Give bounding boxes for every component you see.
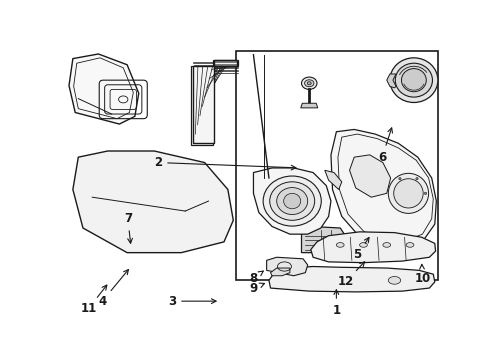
Text: 8: 8 — [249, 271, 263, 284]
Text: 11: 11 — [80, 285, 107, 315]
Ellipse shape — [394, 179, 423, 208]
Polygon shape — [267, 257, 308, 276]
Text: 10: 10 — [414, 264, 431, 284]
Polygon shape — [269, 266, 435, 292]
Polygon shape — [331, 130, 437, 247]
Text: 3: 3 — [168, 294, 216, 308]
Polygon shape — [253, 168, 331, 234]
Text: 2: 2 — [154, 156, 296, 170]
Ellipse shape — [270, 182, 315, 220]
Polygon shape — [69, 54, 139, 124]
Text: 1: 1 — [332, 290, 341, 317]
Ellipse shape — [305, 80, 314, 87]
Ellipse shape — [277, 188, 308, 215]
Ellipse shape — [383, 243, 391, 247]
Polygon shape — [301, 103, 318, 108]
Polygon shape — [325, 170, 342, 189]
Ellipse shape — [388, 276, 401, 284]
Ellipse shape — [406, 243, 414, 247]
Polygon shape — [387, 74, 396, 88]
Ellipse shape — [307, 82, 311, 85]
Ellipse shape — [388, 173, 429, 213]
Text: 5: 5 — [353, 238, 369, 261]
Text: 9: 9 — [249, 282, 265, 294]
Ellipse shape — [360, 243, 368, 247]
Polygon shape — [191, 60, 238, 145]
Polygon shape — [193, 60, 237, 143]
Text: 6: 6 — [378, 128, 392, 164]
Ellipse shape — [395, 63, 433, 97]
Polygon shape — [73, 151, 233, 253]
Ellipse shape — [416, 177, 418, 180]
Ellipse shape — [424, 192, 427, 194]
Ellipse shape — [336, 243, 344, 247]
Bar — [236, 51, 438, 280]
Polygon shape — [311, 232, 436, 263]
Polygon shape — [349, 155, 391, 197]
Ellipse shape — [401, 69, 426, 92]
Polygon shape — [301, 226, 346, 253]
Text: 12: 12 — [338, 262, 365, 288]
Text: 7: 7 — [124, 212, 132, 243]
Ellipse shape — [399, 177, 401, 180]
Ellipse shape — [390, 58, 438, 103]
Ellipse shape — [284, 193, 301, 209]
Polygon shape — [270, 268, 290, 276]
Text: 4: 4 — [98, 270, 128, 308]
Ellipse shape — [263, 176, 321, 226]
Ellipse shape — [301, 77, 317, 89]
